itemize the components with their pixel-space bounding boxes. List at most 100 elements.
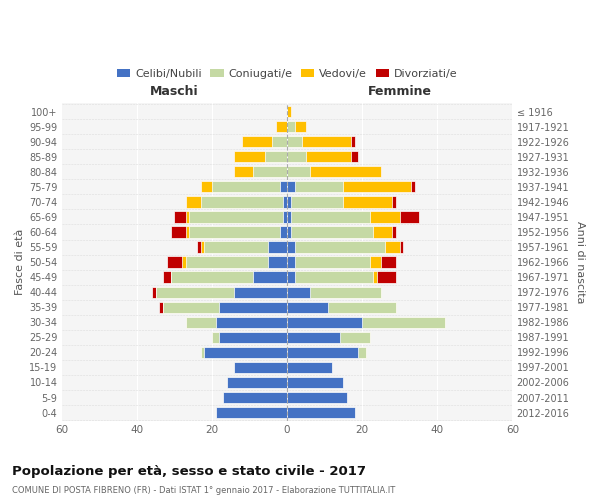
Text: Popolazione per età, sesso e stato civile - 2017: Popolazione per età, sesso e stato civil…: [12, 464, 366, 477]
Bar: [287, 407, 355, 418]
Bar: [287, 166, 381, 177]
Bar: [175, 212, 287, 222]
Bar: [287, 181, 411, 192]
Bar: [235, 166, 287, 177]
Bar: [287, 332, 370, 343]
Bar: [253, 166, 287, 177]
Bar: [287, 106, 291, 118]
Bar: [235, 362, 287, 373]
Bar: [212, 332, 287, 343]
Bar: [287, 256, 370, 268]
Bar: [287, 392, 347, 403]
Bar: [287, 256, 295, 268]
Bar: [287, 392, 347, 403]
Bar: [287, 286, 381, 298]
Bar: [287, 286, 310, 298]
Bar: [215, 407, 287, 418]
Bar: [287, 196, 396, 207]
Bar: [287, 256, 396, 268]
Bar: [287, 377, 343, 388]
Bar: [200, 242, 287, 252]
Bar: [287, 392, 347, 403]
Bar: [287, 272, 377, 283]
Bar: [287, 377, 343, 388]
Bar: [182, 256, 287, 268]
Bar: [223, 392, 287, 403]
Bar: [287, 302, 396, 313]
Bar: [185, 212, 287, 222]
Bar: [287, 212, 419, 222]
Bar: [223, 392, 287, 403]
Y-axis label: Fasce di età: Fasce di età: [15, 229, 25, 296]
Bar: [287, 166, 310, 177]
Bar: [200, 346, 287, 358]
Bar: [287, 332, 340, 343]
Bar: [170, 272, 287, 283]
Bar: [287, 362, 332, 373]
Bar: [287, 121, 306, 132]
Bar: [215, 407, 287, 418]
Bar: [287, 346, 366, 358]
Bar: [287, 302, 396, 313]
Bar: [152, 286, 287, 298]
Bar: [185, 226, 287, 237]
Bar: [287, 151, 306, 162]
Bar: [287, 212, 400, 222]
Bar: [272, 136, 287, 147]
Bar: [200, 181, 287, 192]
Bar: [190, 212, 287, 222]
Bar: [287, 106, 291, 118]
Bar: [287, 121, 306, 132]
Bar: [287, 316, 362, 328]
Bar: [287, 272, 295, 283]
Bar: [163, 302, 287, 313]
Bar: [235, 286, 287, 298]
Bar: [287, 346, 366, 358]
Bar: [287, 151, 358, 162]
Bar: [212, 332, 287, 343]
Bar: [200, 346, 287, 358]
Bar: [227, 377, 287, 388]
Bar: [287, 136, 302, 147]
Bar: [220, 332, 287, 343]
Bar: [287, 121, 295, 132]
Bar: [265, 151, 287, 162]
Bar: [287, 272, 373, 283]
Bar: [242, 136, 287, 147]
Bar: [287, 332, 370, 343]
Bar: [283, 196, 287, 207]
Bar: [287, 272, 396, 283]
Bar: [163, 272, 287, 283]
Bar: [215, 407, 287, 418]
Bar: [287, 242, 295, 252]
Bar: [268, 242, 287, 252]
Bar: [287, 286, 381, 298]
Bar: [287, 332, 370, 343]
Bar: [287, 302, 396, 313]
Bar: [287, 316, 445, 328]
Bar: [287, 136, 355, 147]
Bar: [227, 377, 287, 388]
Bar: [197, 242, 287, 252]
Bar: [155, 286, 287, 298]
Bar: [287, 316, 445, 328]
Bar: [280, 226, 287, 237]
Bar: [200, 346, 287, 358]
Bar: [287, 212, 291, 222]
Bar: [160, 302, 287, 313]
Bar: [235, 166, 287, 177]
Bar: [212, 332, 287, 343]
Bar: [287, 392, 347, 403]
Bar: [287, 362, 332, 373]
Bar: [212, 181, 287, 192]
Bar: [287, 166, 381, 177]
Bar: [287, 316, 445, 328]
Bar: [287, 136, 351, 147]
Bar: [287, 407, 355, 418]
Bar: [200, 196, 287, 207]
Bar: [287, 151, 351, 162]
Bar: [235, 362, 287, 373]
Bar: [287, 226, 373, 237]
Bar: [190, 226, 287, 237]
Bar: [287, 377, 343, 388]
